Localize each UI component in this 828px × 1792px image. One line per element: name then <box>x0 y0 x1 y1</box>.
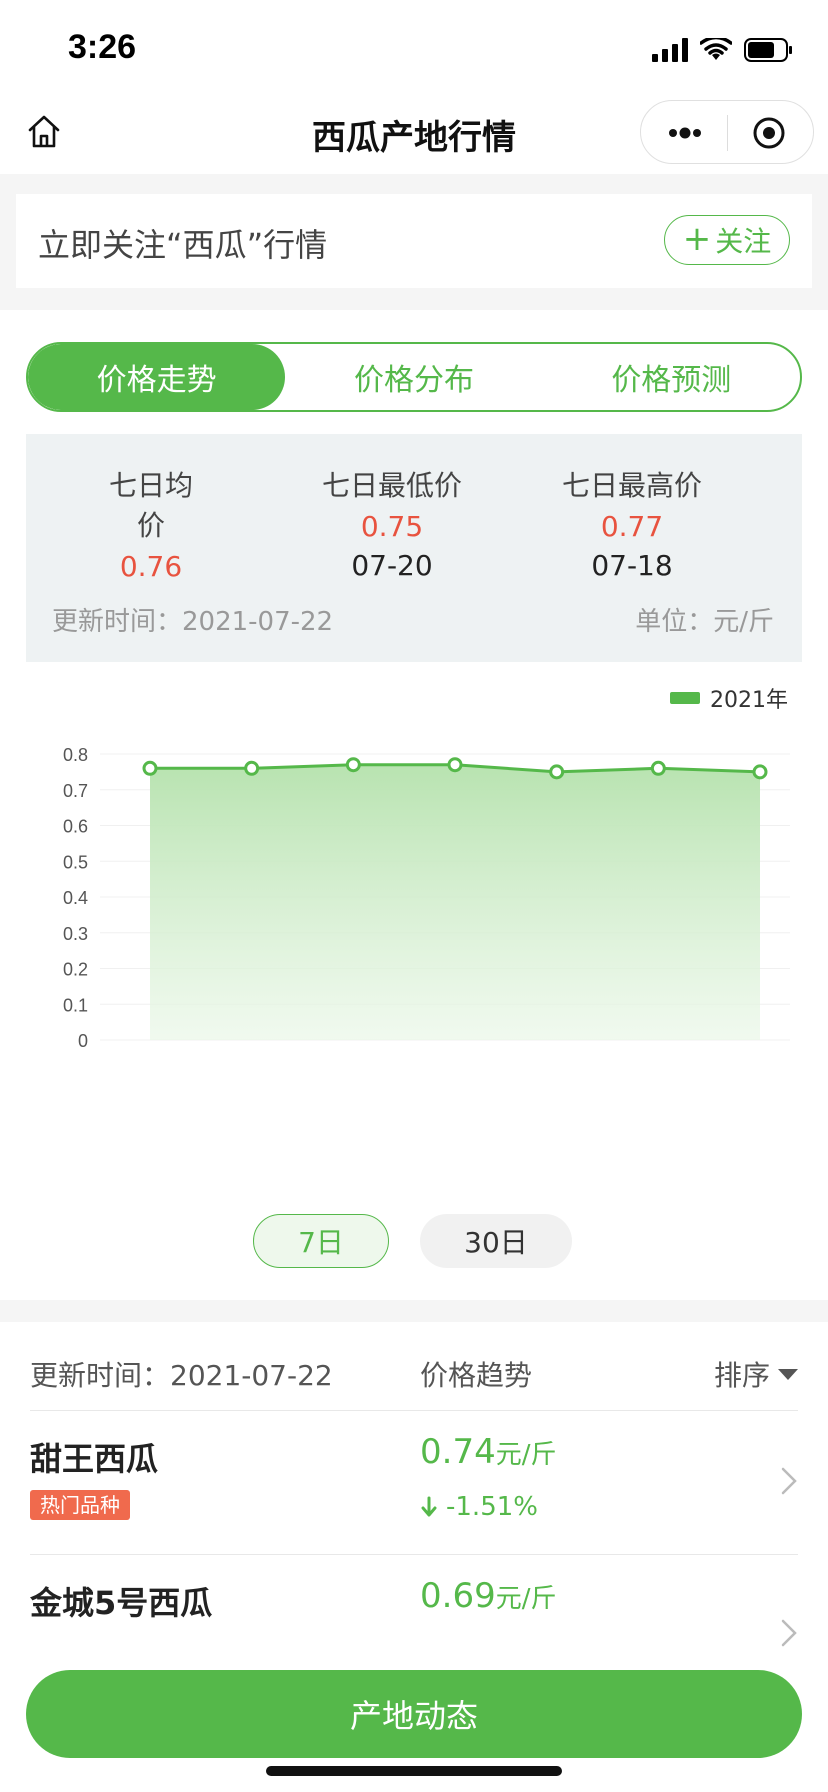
variety-change: -1.51% <box>420 1492 538 1522</box>
data-point <box>345 757 361 773</box>
status-time: 3:26 <box>68 28 137 66</box>
list-trend-header: 价格趋势 <box>420 1359 533 1392</box>
follow-card: 立即关注“西瓜”行情 + 关注 <box>16 194 812 288</box>
stat-min-label: 七日最低价 <box>322 469 463 502</box>
legend-label: 2021年 <box>710 688 788 713</box>
follow-button[interactable]: + 关注 <box>664 215 790 265</box>
sort-caret-icon <box>778 1368 798 1380</box>
mini-program-capsule <box>640 100 814 164</box>
stats-unit: 单位：元/斤 <box>635 607 774 637</box>
range-7-day-button[interactable]: 7日 <box>253 1214 389 1268</box>
legend-swatch <box>670 692 700 704</box>
data-point <box>650 760 666 776</box>
data-point <box>244 760 260 776</box>
stat-average-value: 0.76 <box>119 550 183 583</box>
price-trend-card: 价格走势 价格分布 价格预测 七日均价 0.76 七日最低价 0.75 07-2… <box>0 310 828 1300</box>
variety-price-value: 0.74 <box>420 1432 496 1472</box>
data-point <box>549 764 565 780</box>
wifi-icon <box>700 38 732 60</box>
home-indicator <box>266 1766 562 1776</box>
status-icons <box>652 36 794 64</box>
data-point <box>447 757 463 773</box>
chevron-right-icon <box>781 1619 797 1647</box>
y-tick-label: 0.3 <box>63 924 88 944</box>
list-item[interactable]: 金城5号西瓜 0.69元/斤 <box>30 1556 798 1698</box>
data-point <box>142 760 158 776</box>
range-selector: 7日 30日 <box>0 1214 828 1270</box>
battery-icon <box>744 38 792 62</box>
price-chart: 07-1607-1707-1807-1907-2007-2107-22 00.1… <box>63 745 790 1050</box>
follow-button-label: 关注 <box>715 225 772 258</box>
stat-max-label: 七日最高价 <box>562 469 703 502</box>
variety-price-unit: 元/斤 <box>495 1584 557 1614</box>
stat-min-value: 0.75 <box>360 510 424 543</box>
stat-average-label: 七日均价 <box>108 469 193 542</box>
variety-price: 0.69元/斤 <box>420 1576 556 1616</box>
stat-max-date: 07-18 <box>591 549 673 582</box>
tab-bar: 价格走势 价格分布 价格预测 <box>26 342 802 412</box>
variety-price: 0.74元/斤 <box>420 1432 556 1472</box>
list-divider <box>30 1410 798 1411</box>
series-area <box>150 764 760 1040</box>
y-tick-label: 0.7 <box>63 781 88 801</box>
stat-max-value: 0.77 <box>600 510 664 543</box>
y-tick-label: 0.4 <box>63 888 88 908</box>
page-title: 西瓜产地行情 <box>312 118 516 158</box>
more-icon[interactable] <box>665 119 705 147</box>
data-point <box>752 764 768 780</box>
stat-min: 七日最低价 0.75 07-20 <box>322 464 462 582</box>
y-tick-label: 0.1 <box>63 995 88 1015</box>
list-updated-time: 更新时间：2021-07-22 <box>30 1359 333 1392</box>
list-divider <box>30 1554 798 1555</box>
tab-price-distribution[interactable]: 价格分布 <box>353 363 474 398</box>
variety-price-value: 0.69 <box>420 1576 496 1616</box>
range-30-day-button[interactable]: 30日 <box>420 1214 572 1268</box>
follow-prompt: 立即关注“西瓜”行情 <box>38 226 328 264</box>
tab-price-forecast[interactable]: 价格预测 <box>611 363 732 398</box>
plus-icon: + <box>682 219 712 259</box>
origin-news-button[interactable]: 产地动态 <box>26 1670 802 1758</box>
hot-variety-tag: 热门品种 <box>30 1490 130 1520</box>
stat-average: 七日均价 0.76 <box>96 464 206 583</box>
y-tick-label: 0.5 <box>63 852 88 872</box>
chart-legend: 2021年 <box>670 682 788 714</box>
signal-icon <box>652 38 688 62</box>
close-target-icon[interactable] <box>751 115 787 151</box>
stats-panel: 七日均价 0.76 七日最低价 0.75 07-20 七日最高价 0.77 07… <box>26 434 802 662</box>
variety-change-value: -1.51% <box>446 1492 538 1522</box>
y-tick-label: 0.2 <box>63 960 88 980</box>
chevron-right-icon <box>781 1467 797 1495</box>
variety-price-unit: 元/斤 <box>495 1440 557 1470</box>
nav-bar: 西瓜产地行情 <box>0 96 828 174</box>
capsule-divider <box>727 115 728 151</box>
y-tick-label: 0.6 <box>63 817 88 837</box>
y-tick-label: 0.8 <box>63 745 88 765</box>
sort-label: 排序 <box>713 1359 770 1392</box>
home-icon[interactable] <box>26 112 62 152</box>
list-header: 更新时间：2021-07-22 价格趋势 排序 <box>30 1350 798 1406</box>
stat-max: 七日最高价 0.77 07-18 <box>562 464 702 582</box>
list-item[interactable]: 甜王西瓜 热门品种 0.74元/斤 -1.51% <box>30 1412 798 1554</box>
sort-button[interactable]: 排序 <box>714 1354 798 1394</box>
tab-price-trend[interactable]: 价格走势 <box>28 344 286 410</box>
y-tick-label: 0 <box>78 1031 88 1050</box>
stats-updated-time: 更新时间：2021-07-22 <box>52 607 334 637</box>
arrow-down-icon <box>421 1496 437 1517</box>
status-bar: 3:26 <box>0 0 828 96</box>
variety-name: 甜王西瓜 <box>30 1440 159 1478</box>
stat-min-date: 07-20 <box>351 549 433 582</box>
variety-name: 金城5号西瓜 <box>30 1584 213 1622</box>
